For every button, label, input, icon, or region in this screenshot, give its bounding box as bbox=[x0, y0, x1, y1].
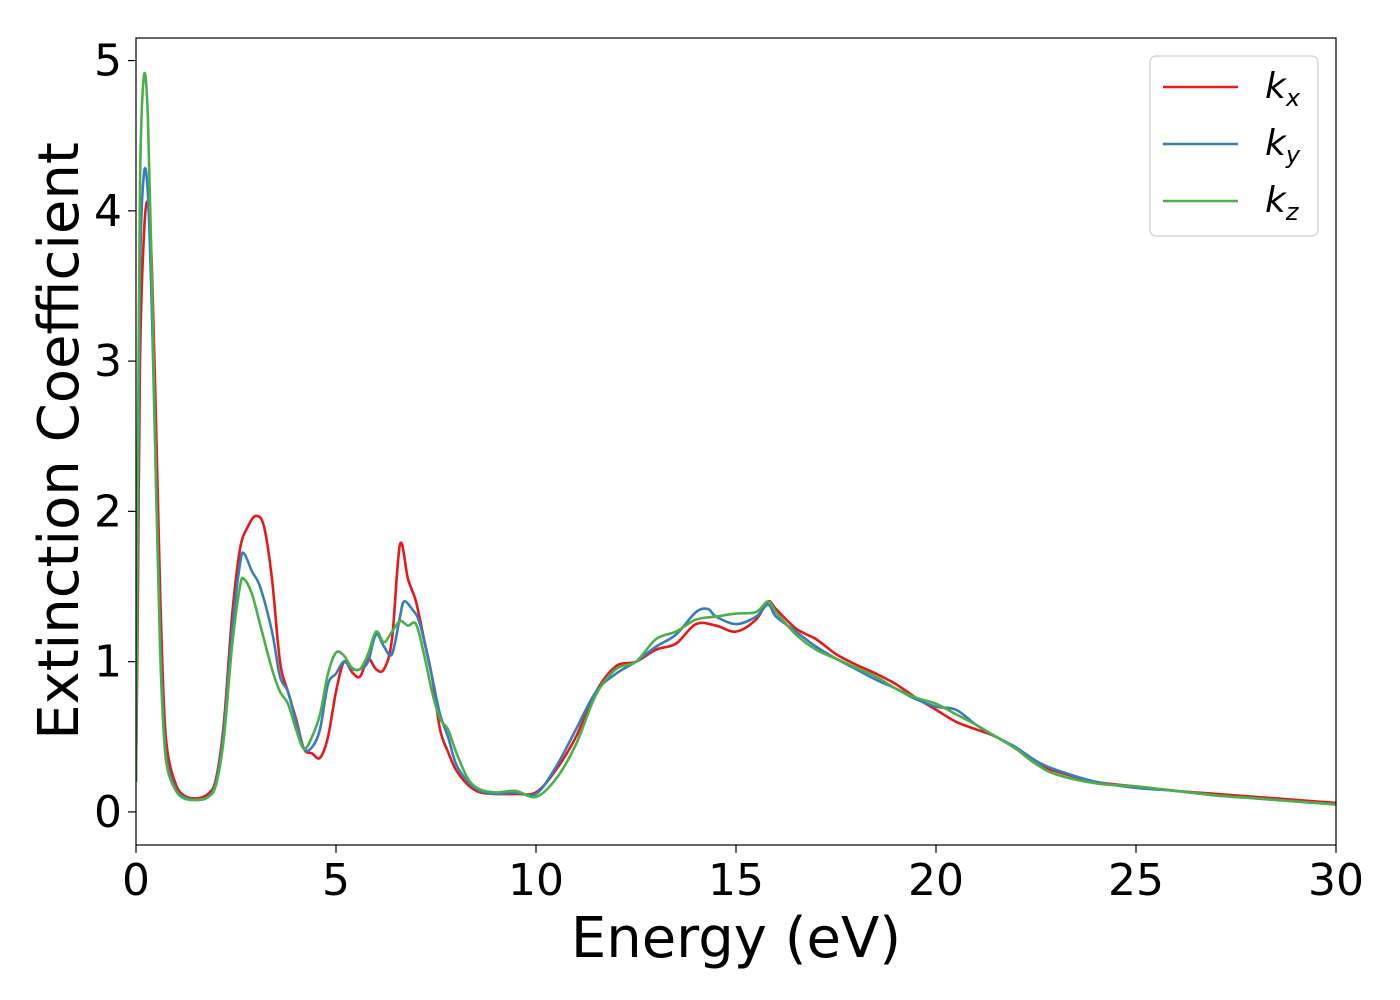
x-tick-label: 30 bbox=[1308, 855, 1364, 906]
x-tick-label: 0 bbox=[122, 855, 150, 906]
series-line-kz bbox=[136, 71, 1336, 806]
legend-label-subscript: y bbox=[1285, 141, 1301, 169]
legend-label-ky: ky bbox=[1265, 123, 1301, 169]
y-axis: 0 1 2 3 4 5 bbox=[94, 36, 136, 838]
y-tick-label: 4 bbox=[94, 186, 122, 237]
x-tick-label: 5 bbox=[322, 855, 350, 906]
legend-frame bbox=[1149, 55, 1319, 237]
y-tick-label: 3 bbox=[94, 336, 122, 387]
legend-label-subscript: x bbox=[1285, 84, 1301, 112]
x-tick-label: 25 bbox=[1108, 855, 1164, 906]
legend-label-kz: kz bbox=[1265, 180, 1300, 226]
y-tick-label: 1 bbox=[94, 637, 122, 688]
x-tick-label: 15 bbox=[708, 855, 764, 906]
series-layer bbox=[136, 71, 1336, 806]
y-tick-label: 2 bbox=[94, 486, 122, 537]
y-axis-title: Extinction Coefficient bbox=[27, 142, 92, 740]
x-axis: 0 5 10 15 20 25 30 bbox=[122, 845, 1364, 906]
y-tick-label: 5 bbox=[94, 36, 122, 87]
legend-label-subscript: z bbox=[1285, 198, 1300, 226]
legend-label-main: k bbox=[1265, 66, 1288, 107]
x-tick-label: 20 bbox=[908, 855, 964, 906]
legend-label-main: k bbox=[1265, 180, 1288, 221]
y-tick-label: 0 bbox=[94, 787, 122, 838]
series-line-kx bbox=[136, 200, 1336, 805]
legend-label-kx: kx bbox=[1265, 66, 1301, 112]
x-axis-title: Energy (eV) bbox=[571, 906, 901, 971]
legend-label-main: k bbox=[1265, 123, 1288, 164]
series-line-ky bbox=[136, 166, 1336, 806]
x-tick-label: 10 bbox=[508, 855, 564, 906]
